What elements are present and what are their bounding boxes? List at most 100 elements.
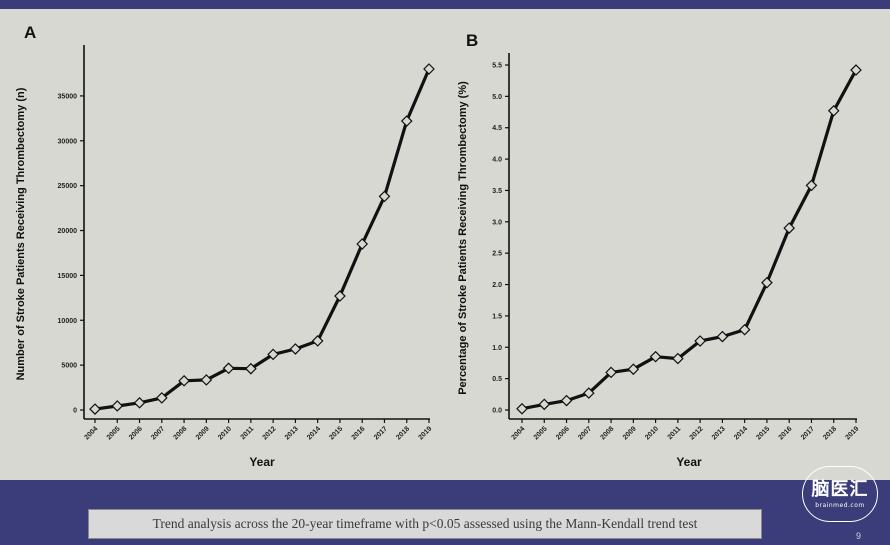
caption-box: Trend analysis across the 20-year timefr… — [88, 509, 762, 539]
panel-b-x-tick-label: 2019 — [844, 425, 860, 441]
panel-b-x-tick-label: 2008 — [600, 425, 616, 441]
panel-b-data-point-2017 — [805, 179, 818, 192]
panel-b-data-point-2010 — [649, 350, 662, 363]
panel-b-x-tick-label: 2009 — [622, 425, 638, 441]
panel-a-y-tick-label: 30000 — [58, 138, 78, 145]
panel-a-x-tick-label: 2013 — [284, 425, 300, 441]
panel-b-x-tick-label: 2005 — [533, 425, 549, 441]
panel-a-data-point-2016 — [356, 238, 369, 250]
panel-a-data-point-2006 — [133, 396, 146, 409]
panel-a-x-axis-title: Year — [249, 455, 275, 469]
panel-b-y-tick-label: 2.5 — [492, 251, 502, 258]
panel-a-data-point-2008 — [178, 374, 190, 387]
panel-a-y-tick-label: 0 — [73, 408, 77, 415]
panel-a-data-point-2013 — [289, 343, 302, 355]
panel-a-x-tick-label: 2015 — [328, 425, 344, 441]
panel-a-x-tick-label: 2017 — [373, 425, 389, 441]
panel-a-y-tick-label: 25000 — [58, 183, 78, 190]
panel-a-data-point-2017 — [378, 190, 391, 203]
panel-a-x-tick-label: 2007 — [150, 425, 166, 441]
panel-a-data-point-2009 — [200, 374, 213, 386]
charts-svg: A 0 5000 10000 15000 20000 25000 30000 35000 2004… — [15, 23, 862, 469]
panel-b-x-tick-label: 2012 — [689, 425, 705, 441]
panel-b-y-tick-label: 3.0 — [492, 219, 502, 226]
panel-b-x-tick-label: 2014 — [733, 425, 749, 441]
panel-b-data-point-2018 — [827, 104, 840, 117]
panel-a-data-point-2019 — [423, 63, 435, 75]
panel-a-data-point-2018 — [400, 115, 413, 127]
panel-b-data-point-2008 — [605, 366, 617, 379]
panel-a-x-tick-label: 2008 — [173, 425, 189, 441]
panel-b-y-tick-label: 1.0 — [492, 345, 502, 352]
panel-a-data-point-2015 — [334, 290, 346, 302]
panel-b-series-line — [520, 68, 858, 411]
panel-b-x-tick-label: 2017 — [800, 425, 816, 441]
page-number: 9 — [856, 531, 862, 541]
panel-a-y-axis-title: Number of Stroke Patients Receiving Thro… — [15, 87, 27, 380]
panel-b-y-tick-label: 5.0 — [492, 94, 502, 101]
panel-b-x-tick-label: 2007 — [577, 425, 593, 441]
panel-a-x-tick-label: 2012 — [262, 425, 278, 441]
panel-b-y-tick-label: 2.0 — [492, 282, 502, 289]
panel-b-x-tick-label: 2018 — [822, 425, 838, 441]
panel-a-x-tick-label: 2019 — [417, 425, 433, 441]
panel-a-y-tick-label: 10000 — [58, 318, 78, 325]
panel-b-x-tick-label: 2006 — [555, 425, 571, 441]
panel-a-x-tick-label: 2018 — [395, 425, 411, 441]
panel-b-data-point-2012 — [694, 335, 706, 347]
panel-a-data-point-2007 — [155, 392, 168, 404]
panel-a-data-point-2011 — [245, 362, 257, 375]
panel-b-x-tick-label: 2011 — [667, 425, 683, 441]
panel-a-x-tick-label: 2004 — [83, 425, 99, 441]
figure-panel: A 0 5000 10000 15000 20000 25000 30000 35000 2004… — [0, 9, 890, 480]
panel-b-data-point-2015 — [761, 276, 773, 289]
panel-b-data-point-2009 — [627, 363, 640, 376]
panel-b-data-point-2007 — [582, 387, 595, 399]
panel-b-x-tick-label: 2013 — [711, 425, 727, 441]
panel-b-data-point-2006 — [560, 394, 573, 407]
panel-a-y-tick-label: 35000 — [58, 93, 78, 100]
panel-b-y-tick-label: 4.0 — [492, 157, 502, 164]
panel-b-data-point-2014 — [738, 323, 751, 336]
panel-a-x-tick-label: 2010 — [217, 425, 233, 441]
logo-url: brainmed.com — [815, 502, 865, 509]
panel-a-x-tick-label: 2009 — [195, 425, 211, 441]
panel-b-y-axis-title: Percentage of Stroke Patients Receiving … — [457, 81, 469, 395]
brainmed-logo: 脑医汇 brainmed.com — [802, 466, 878, 522]
panel-b-data-point-2013 — [716, 330, 729, 343]
panel-b-y-tick-label: 3.5 — [492, 188, 502, 195]
panel-a-data-point-2014 — [311, 335, 324, 347]
panel-a-x-tick-label: 2016 — [351, 425, 367, 441]
panel-a-x-tick-label: 2005 — [106, 425, 122, 441]
panel-a-label: A — [24, 23, 36, 42]
panel-b-data-point-2019 — [850, 64, 862, 76]
panel-b-y-tick-label: 5.5 — [492, 63, 502, 70]
panel-b-y-tick-label: 0.0 — [492, 408, 502, 415]
panel-a-data-point-2005 — [111, 400, 124, 412]
panel-a-data-point-2010 — [222, 362, 235, 375]
panel-a-data-point-2004 — [89, 403, 101, 415]
panel-b-y-tick-label: 1.5 — [492, 313, 502, 320]
panel-b-x-tick-label: 2016 — [778, 425, 794, 441]
panel-b-y-tick-label: 0.5 — [492, 376, 502, 383]
panel-b-x-tick-label: 2015 — [755, 425, 771, 441]
panel-a-x-tick-label: 2006 — [128, 425, 144, 441]
panel-a-data-point-2012 — [267, 348, 279, 361]
panel-b-data-point-2016 — [783, 222, 796, 234]
panel-a-y-tick-label: 20000 — [58, 228, 78, 235]
panel-b-y-tick-label: 4.5 — [492, 125, 502, 132]
panel-b-data-point-2004 — [516, 402, 528, 415]
panel-b-data-point-2011 — [672, 352, 684, 365]
panel-b-data-point-2005 — [538, 398, 551, 411]
panel-a-x-tick-label: 2011 — [240, 425, 256, 441]
panel-a-y-tick-label: 15000 — [58, 273, 78, 280]
panel-b-x-tick-label: 2004 — [510, 425, 526, 441]
panel-a-y-tick-label: 5000 — [61, 363, 77, 370]
panel-a-series-line — [93, 67, 431, 411]
panel-b-x-axis-title: Year — [676, 455, 702, 469]
logo-text: 脑医汇 — [811, 479, 869, 500]
panel-b-label: B — [466, 31, 478, 50]
panel-a-x-tick-label: 2014 — [306, 425, 322, 441]
caption-text: Trend analysis across the 20-year timefr… — [152, 516, 698, 531]
